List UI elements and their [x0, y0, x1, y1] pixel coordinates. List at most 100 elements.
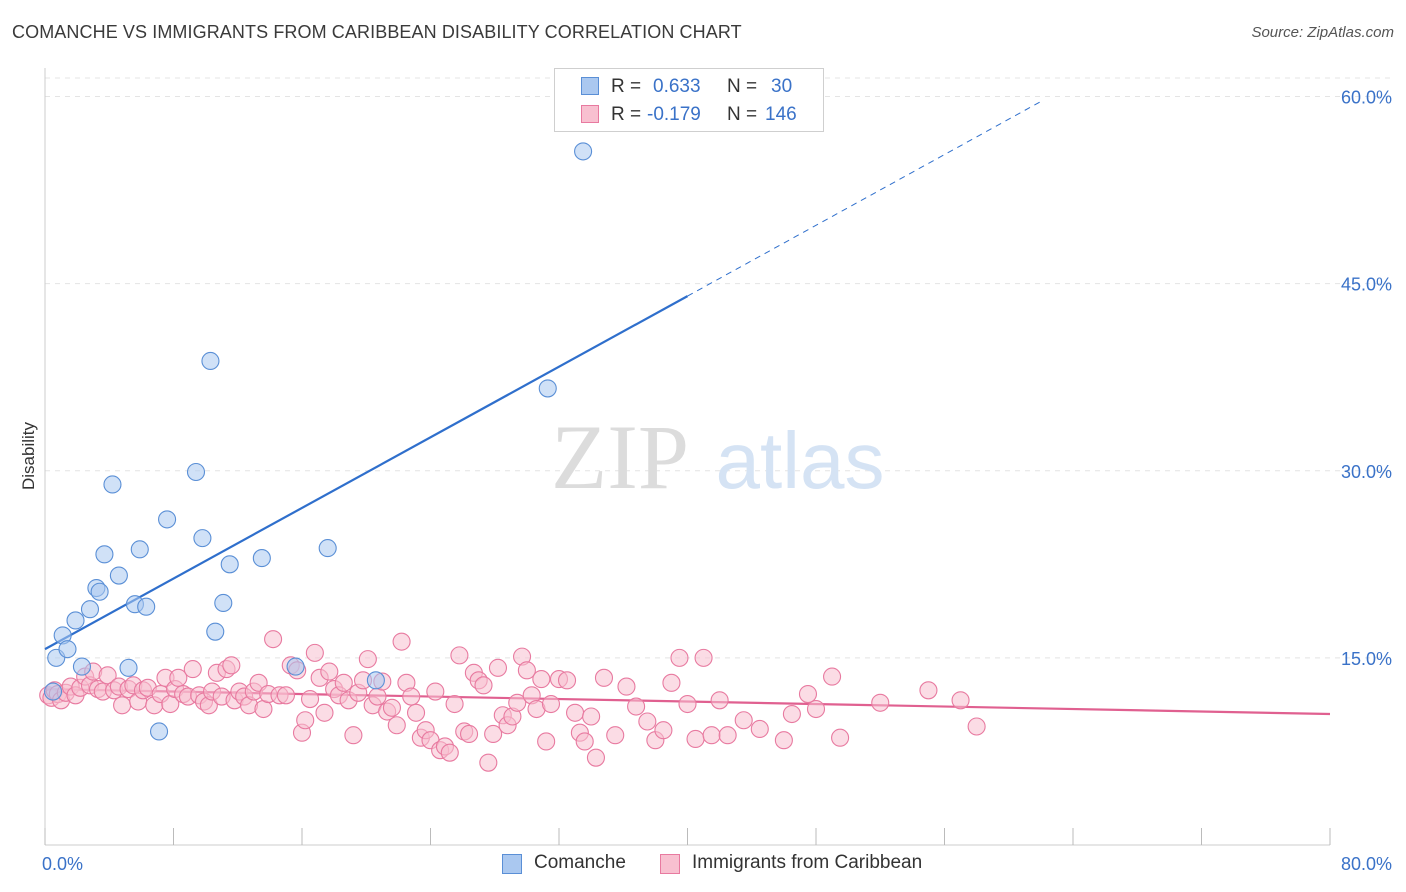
point-comanche: [43, 682, 63, 701]
point-comanche: [66, 611, 85, 630]
point-comanche: [286, 657, 305, 676]
point-caribbean: [537, 732, 556, 751]
point-caribbean: [951, 691, 970, 710]
x-tick-label: 80.0%: [1341, 854, 1392, 874]
legend-swatch-caribbean: [660, 854, 680, 874]
axes: [44, 68, 1331, 846]
point-comanche: [201, 351, 220, 371]
point-caribbean: [541, 694, 561, 714]
grid: [45, 77, 1392, 659]
point-caribbean: [169, 668, 188, 687]
legend-label-caribbean: Immigrants from Caribbean: [692, 852, 923, 873]
legend-row-comanche: R = 0.633 N = 30: [555, 73, 823, 101]
point-caribbean: [967, 717, 986, 736]
point-comanche: [137, 597, 156, 616]
chart-title: COMANCHE VS IMMIGRANTS FROM CARIBBEAN DI…: [12, 22, 742, 42]
point-caribbean: [532, 670, 551, 689]
point-caribbean: [678, 694, 697, 714]
point-caribbean: [831, 728, 850, 747]
data-points: [39, 142, 986, 772]
trend-line-comanche: [44, 295, 689, 651]
point-caribbean: [823, 667, 842, 686]
point-comanche: [186, 462, 206, 482]
point-caribbean: [387, 716, 406, 735]
point-caribbean: [334, 673, 353, 692]
point-caribbean: [638, 712, 657, 731]
legend-stats: R = 0.633 N = 30 R = -0.179 N = 146: [554, 68, 824, 132]
point-caribbean: [586, 748, 605, 767]
point-caribbean: [402, 687, 421, 706]
point-caribbean: [479, 753, 498, 772]
y-tick-label: 30.0%: [1341, 462, 1392, 482]
point-caribbean: [670, 648, 689, 667]
point-caribbean: [508, 693, 527, 712]
point-caribbean: [344, 726, 363, 745]
point-caribbean: [305, 643, 324, 662]
point-caribbean: [98, 666, 117, 685]
legend-r-value: 0.633: [653, 76, 701, 97]
point-caribbean: [566, 703, 585, 722]
point-comanche: [574, 142, 593, 161]
point-caribbean: [264, 630, 283, 649]
point-caribbean: [276, 686, 295, 705]
legend-r-value: -0.179: [647, 104, 701, 125]
legend-label-comanche: Comanche: [534, 852, 626, 873]
legend-swatch-caribbean: [581, 105, 599, 123]
legend-n-label: N =: [727, 76, 758, 97]
point-caribbean: [662, 673, 681, 692]
legend-n-value: 146: [765, 104, 797, 125]
point-caribbean: [368, 687, 387, 706]
point-caribbean: [222, 656, 241, 675]
y-tick-label: 15.0%: [1341, 649, 1392, 669]
point-caribbean: [575, 732, 594, 751]
watermark-atlas: atlas: [716, 416, 885, 505]
point-comanche: [149, 722, 169, 741]
point-caribbean: [806, 699, 826, 719]
point-caribbean: [296, 711, 315, 730]
point-comanche: [80, 600, 100, 619]
legend-row-caribbean: R = -0.179 N = 146: [555, 101, 823, 129]
point-caribbean: [315, 703, 334, 722]
point-caribbean: [871, 693, 890, 712]
legend-r-label: R =: [611, 104, 642, 125]
point-caribbean: [782, 704, 801, 724]
point-caribbean: [484, 724, 503, 744]
point-caribbean: [798, 685, 818, 704]
point-caribbean: [358, 650, 377, 669]
point-caribbean: [320, 662, 339, 681]
point-comanche: [158, 510, 177, 529]
point-caribbean: [382, 698, 402, 717]
point-comanche: [206, 622, 225, 641]
point-caribbean: [557, 671, 577, 690]
point-comanche: [538, 379, 557, 398]
point-caribbean: [488, 658, 508, 677]
legend-swatch-comanche: [581, 77, 599, 95]
point-caribbean: [183, 660, 202, 679]
point-caribbean: [113, 696, 132, 715]
point-caribbean: [582, 707, 601, 726]
legend-r-label: R =: [611, 76, 642, 97]
y-tick-label: 60.0%: [1341, 88, 1392, 108]
point-caribbean: [702, 726, 721, 745]
point-caribbean: [686, 729, 705, 749]
point-caribbean: [627, 697, 646, 716]
point-comanche: [220, 555, 239, 574]
point-caribbean: [919, 681, 938, 700]
point-caribbean: [392, 632, 411, 651]
y-axis-label: Disability: [19, 421, 38, 490]
point-caribbean: [774, 731, 793, 750]
point-caribbean: [300, 689, 320, 709]
point-comanche: [214, 593, 233, 613]
point-comanche: [58, 640, 77, 659]
legend-n-value: 30: [771, 76, 793, 97]
point-caribbean: [594, 668, 614, 687]
point-comanche: [130, 540, 149, 559]
tick-labels: 15.0% 30.0% 45.0% 60.0% 0.0% 80.0%: [42, 88, 1392, 875]
legend-n-label: N =: [727, 104, 758, 125]
point-caribbean: [459, 724, 479, 744]
point-caribbean: [474, 676, 493, 695]
point-caribbean: [718, 726, 737, 745]
point-comanche: [318, 539, 337, 558]
trend-line-comanche-extension: [687, 101, 1042, 297]
point-caribbean: [426, 682, 445, 701]
